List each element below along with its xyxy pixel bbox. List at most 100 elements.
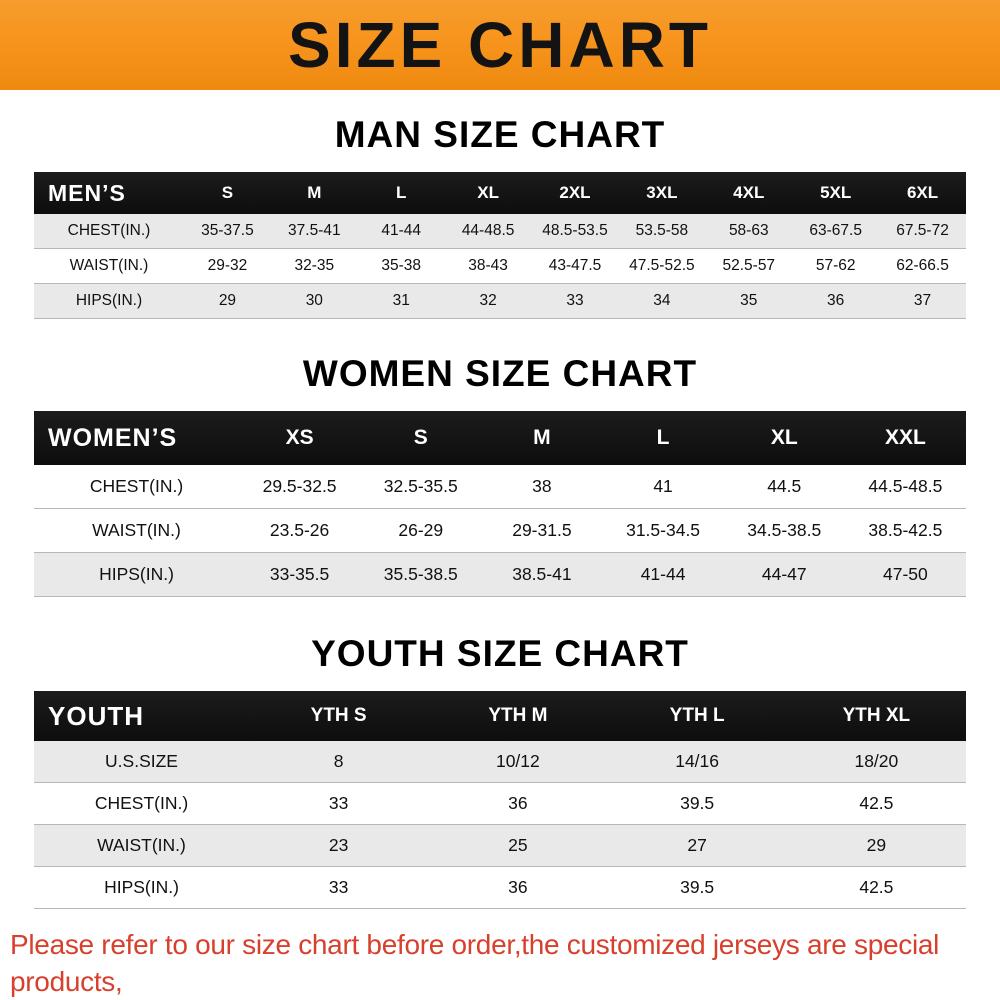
- column-header: M: [533, 426, 551, 449]
- size-cell: 33: [328, 877, 349, 897]
- size-cell: 67.5-72: [896, 222, 949, 239]
- men-size-table: MEN’S S M L XL 2XL 3XL 4XL 5XL 6XL CHEST(IN.) 35-37…: [34, 172, 966, 319]
- row-label: WAIST(IN.): [69, 257, 149, 274]
- column-header: XL: [477, 183, 499, 202]
- column-header: 6XL: [906, 183, 939, 202]
- size-cell: 42.5: [859, 793, 894, 813]
- footer-disclaimer-line1: Please refer to our size chart before or…: [10, 929, 940, 997]
- size-cell: 44.5-48.5: [868, 476, 943, 496]
- size-cell: 36: [508, 793, 528, 813]
- size-cell: 18/20: [854, 751, 899, 771]
- column-header: S: [413, 426, 428, 449]
- size-cell: 36: [508, 877, 528, 897]
- table-header-row: WOMEN’S XS S M L XL XXL: [34, 411, 966, 465]
- size-cell: 33: [328, 793, 349, 813]
- size-cell: 31.5-34.5: [626, 520, 701, 540]
- column-header: M: [307, 183, 322, 202]
- column-header: 5XL: [820, 183, 852, 202]
- size-cell: 25: [508, 835, 528, 855]
- size-cell: 47-50: [883, 564, 928, 584]
- table-row: CHEST(IN.) 29.5-32.5 32.5-35.5 38 41 44.5 44.5…: [34, 465, 966, 509]
- size-cell: 58-63: [728, 222, 769, 239]
- table-header-label: WOMEN’S: [48, 423, 178, 452]
- size-cell: 39.5: [680, 793, 715, 813]
- table-row: WAIST(IN.) 23 25 27 29: [34, 825, 966, 867]
- column-header: L: [396, 183, 407, 202]
- size-cell: 36: [827, 292, 845, 309]
- row-label: U.S.SIZE: [105, 751, 178, 771]
- size-cell: 29: [218, 292, 237, 309]
- size-cell: 26-29: [398, 520, 444, 540]
- size-cell: 32.5-35.5: [383, 476, 458, 496]
- size-cell: 27: [687, 835, 707, 855]
- size-cell: 41: [653, 476, 673, 496]
- size-cell: 23.5-26: [269, 520, 330, 540]
- table-row: HIPS(IN.) 33 36 39.5 42.5: [34, 867, 966, 909]
- size-cell: 34: [653, 292, 671, 309]
- table-header-label: YOUTH: [48, 700, 144, 731]
- table-row: CHEST(IN.) 35-37.5 37.5-41 41-44 44-48.5 48.5…: [34, 214, 966, 249]
- table-row: WAIST(IN.) 29-32 32-35 35-38 38-43 43-47.5 47.…: [34, 249, 966, 284]
- size-cell: 37: [913, 292, 932, 309]
- size-cell: 23: [328, 835, 349, 855]
- size-cell: 33: [566, 292, 584, 309]
- size-cell: 34.5-38.5: [747, 520, 822, 540]
- size-cell: 39.5: [680, 877, 715, 897]
- column-header: 3XL: [646, 183, 678, 202]
- size-cell: 63-67.5: [809, 222, 862, 239]
- size-cell: 38-43: [468, 257, 508, 274]
- size-cell: 29-32: [207, 257, 248, 274]
- size-cell: 33-35.5: [269, 564, 330, 584]
- table-row: HIPS(IN.) 29 30 31 32 33 34 35 36 37: [34, 284, 966, 319]
- table-row: CHEST(IN.) 33 36 39.5 42.5: [34, 783, 966, 825]
- table-row: WAIST(IN.) 23.5-26 26-29 29-31.5 31.5-34.5 34…: [34, 509, 966, 553]
- size-cell: 48.5-53.5: [542, 222, 608, 239]
- size-cell: 31: [392, 292, 410, 309]
- row-label: HIPS(IN.): [99, 564, 174, 584]
- column-header: L: [656, 426, 670, 449]
- size-cell: 41-44: [381, 222, 422, 239]
- row-label: WAIST(IN.): [97, 835, 186, 855]
- size-cell: 41-44: [640, 564, 686, 584]
- table-header-row: YOUTH YTH S YTH M YTH L YTH XL: [34, 691, 966, 741]
- size-cell: 14/16: [675, 751, 720, 771]
- size-cell: 8: [333, 751, 344, 771]
- size-cell: 30: [305, 292, 323, 309]
- size-cell: 32: [479, 292, 497, 309]
- size-cell: 44.5: [767, 476, 802, 496]
- size-cell: 32-35: [294, 257, 335, 274]
- size-cell: 47.5-52.5: [629, 257, 695, 274]
- row-label: CHEST(IN.): [89, 476, 184, 496]
- row-label: HIPS(IN.): [104, 877, 179, 897]
- column-header: YTH L: [669, 705, 725, 726]
- size-cell: 53.5-58: [635, 222, 689, 239]
- column-header: YTH XL: [842, 705, 911, 726]
- column-header: XL: [770, 426, 798, 449]
- footer-disclaimer: Please refer to our size chart before or…: [10, 927, 990, 1000]
- women-size-table: WOMEN’S XS S M L XL XXL CHEST(IN.) 29.5-32.5 32.5…: [34, 411, 966, 597]
- section-title-youth: YOUTH SIZE CHART: [311, 633, 689, 674]
- banner-title: SIZE CHART: [288, 9, 712, 81]
- size-cell: 62-66.5: [896, 257, 949, 274]
- size-cell: 44-48.5: [461, 222, 515, 239]
- column-header: 2XL: [559, 183, 591, 202]
- size-cell: 38.5-42.5: [868, 520, 943, 540]
- size-cell: 43-47.5: [548, 257, 602, 274]
- table-row: HIPS(IN.) 33-35.5 35.5-38.5 38.5-41 41-44 44-…: [34, 553, 966, 597]
- size-cell: 44-47: [761, 564, 807, 584]
- size-cell: 29: [866, 835, 887, 855]
- size-cell: 57-62: [815, 257, 856, 274]
- size-cell: 52.5-57: [722, 257, 776, 274]
- size-cell: 10/12: [495, 751, 540, 771]
- size-cell: 35-38: [381, 257, 422, 274]
- section-title-women: WOMEN SIZE CHART: [302, 353, 698, 394]
- column-header: YTH M: [488, 705, 548, 726]
- row-label: CHEST(IN.): [94, 793, 189, 813]
- size-cell: 35: [740, 292, 758, 309]
- row-label: HIPS(IN.): [75, 292, 143, 309]
- row-label: WAIST(IN.): [92, 520, 181, 540]
- column-header: XS: [285, 426, 314, 449]
- size-cell: 35-37.5: [201, 222, 254, 239]
- table-header-row: MEN’S S M L XL 2XL 3XL 4XL 5XL 6XL: [34, 172, 966, 214]
